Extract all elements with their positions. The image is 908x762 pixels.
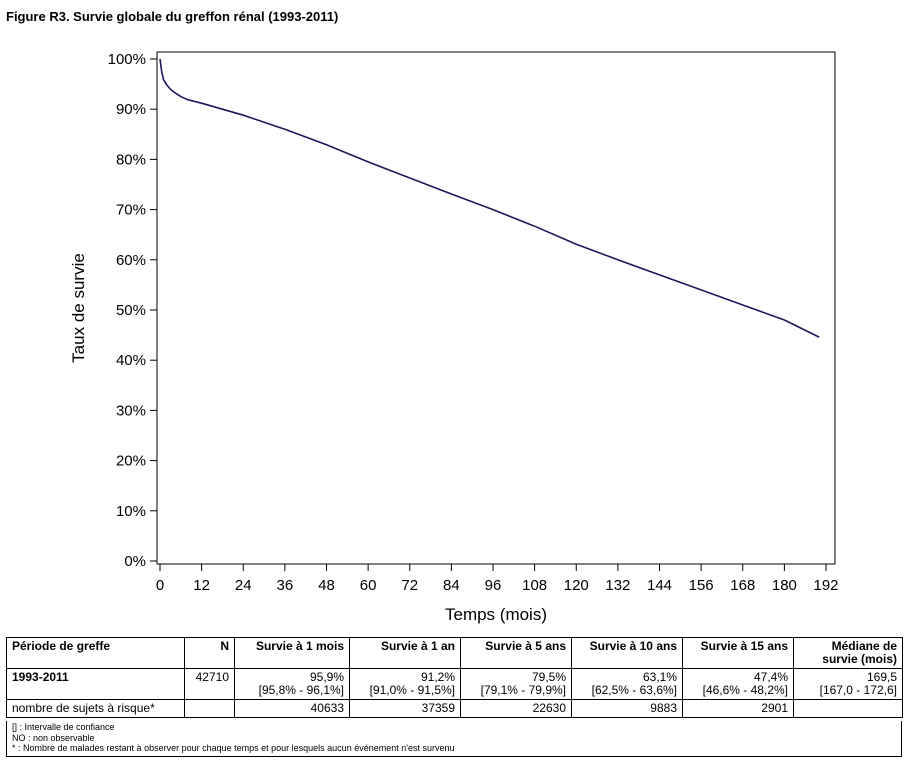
header-period: Période de greffe: [6, 637, 185, 669]
x-tick-label: 192: [813, 577, 838, 594]
median-value: 169,5: [866, 670, 897, 684]
confidence-interval: [62,5% - 63,6%]: [591, 683, 677, 697]
risk-label: nombre de sujets à risque*: [6, 699, 185, 718]
header-5-years: Survie à 5 ans: [460, 637, 572, 669]
survival-chart: 0% 10% 20% 30% 40% 50% 60% 70% 80% 90% 100% 0 12 24 3…: [69, 51, 839, 624]
y-axis-label: Taux de survie: [69, 253, 88, 363]
x-tick-label: 156: [689, 577, 714, 594]
note-ci: [] : Intervalle de confiance: [12, 722, 115, 732]
plot-frame: [156, 51, 836, 565]
table-row: nombre de sujets à risque* 40633 37359 2…: [6, 699, 903, 718]
survival-cell: 79,5% [79,1% - 79,9%]: [460, 668, 572, 700]
survival-curve: [159, 58, 820, 338]
risk-count: [793, 699, 903, 718]
y-tick-label: 0%: [124, 553, 146, 570]
table-notes: [] : Intervalle de confiance NO : non ob…: [6, 721, 902, 757]
note-risk: * : Nombre de malades restant à observer…: [12, 743, 455, 753]
header-1-month: Survie à 1 mois: [234, 637, 350, 669]
period-n: 42710: [184, 668, 235, 700]
survival-table: Période de greffe N Survie à 1 mois Surv…: [6, 637, 903, 718]
table-row: 1993-2011 42710 95,9% [95,8% - 96,1%] 91,…: [6, 668, 903, 700]
x-tick-label: 144: [647, 577, 672, 594]
survival-cell: 63,1% [62,5% - 63,6%]: [571, 668, 683, 700]
survival-value: 63,1%: [642, 670, 677, 684]
x-tick-label: 72: [401, 577, 418, 594]
y-tick-label: 90%: [116, 101, 146, 118]
x-tick-label: 60: [360, 577, 377, 594]
y-tick-label: 60%: [116, 252, 146, 269]
header-15-years: Survie à 15 ans: [682, 637, 794, 669]
header-n: N: [184, 637, 235, 669]
y-tick-label: 100%: [108, 51, 146, 68]
x-axis: 0 12 24 36 48 60 72 84 96 108 120 132 144 156 168 180 19…: [156, 564, 839, 594]
survival-cell: 95,9% [95,8% - 96,1%]: [234, 668, 350, 700]
y-tick-label: 30%: [116, 402, 146, 419]
x-tick-label: 48: [318, 577, 335, 594]
header-1-year: Survie à 1 an: [349, 637, 461, 669]
y-tick-label: 10%: [116, 503, 146, 520]
risk-count: 37359: [349, 699, 461, 718]
x-tick-label: 120: [564, 577, 589, 594]
x-tick-label: 132: [605, 577, 630, 594]
table-header-row: Période de greffe N Survie à 1 mois Surv…: [6, 637, 903, 669]
x-tick-label: 96: [485, 577, 502, 594]
survival-value: 79,5%: [531, 670, 566, 684]
survival-value: 95,9%: [309, 670, 344, 684]
y-tick-label: 50%: [116, 302, 146, 319]
survival-value: 91,2%: [420, 670, 455, 684]
y-tick-label: 70%: [116, 202, 146, 219]
x-tick-label: 12: [193, 577, 210, 594]
note-no: NO : non observable: [12, 732, 95, 743]
median-cell: 169,5 [167,0 - 172,6]: [793, 668, 903, 700]
header-median: Médiane de survie (mois): [793, 637, 903, 669]
confidence-interval: [95,8% - 96,1%]: [258, 683, 344, 697]
confidence-interval: [91,0% - 91,5%]: [369, 683, 455, 697]
survival-cell: 91,2% [91,0% - 91,5%]: [349, 668, 461, 700]
risk-count: 22630: [460, 699, 572, 718]
confidence-interval: [167,0 - 172,6]: [819, 683, 897, 697]
x-tick-label: 180: [772, 577, 797, 594]
x-axis-label: Temps (mois): [445, 605, 547, 624]
risk-n: [184, 699, 235, 718]
x-tick-label: 84: [443, 577, 460, 594]
risk-count: 9883: [571, 699, 683, 718]
confidence-interval: [79,1% - 79,9%]: [480, 683, 566, 697]
x-tick-label: 24: [235, 577, 252, 594]
survival-value: 47,4%: [753, 670, 788, 684]
header-10-years: Survie à 10 ans: [571, 637, 683, 669]
survival-cell: 47,4% [46,6% - 48,2%]: [682, 668, 794, 700]
period-label: 1993-2011: [6, 668, 185, 700]
y-axis: 0% 10% 20% 30% 40% 50% 60% 70% 80% 90% 100%: [108, 51, 157, 570]
x-tick-label: 0: [156, 577, 164, 594]
x-tick-label: 36: [277, 577, 294, 594]
y-tick-label: 20%: [116, 453, 146, 470]
risk-count: 40633: [234, 699, 350, 718]
x-tick-label: 168: [730, 577, 755, 594]
confidence-interval: [46,6% - 48,2%]: [702, 683, 788, 697]
x-tick-label: 108: [522, 577, 547, 594]
figure-title: Figure R3. Survie globale du greffon rén…: [6, 9, 339, 24]
y-tick-label: 80%: [116, 151, 146, 168]
risk-count: 2901: [682, 699, 794, 718]
y-tick-label: 40%: [116, 352, 146, 369]
